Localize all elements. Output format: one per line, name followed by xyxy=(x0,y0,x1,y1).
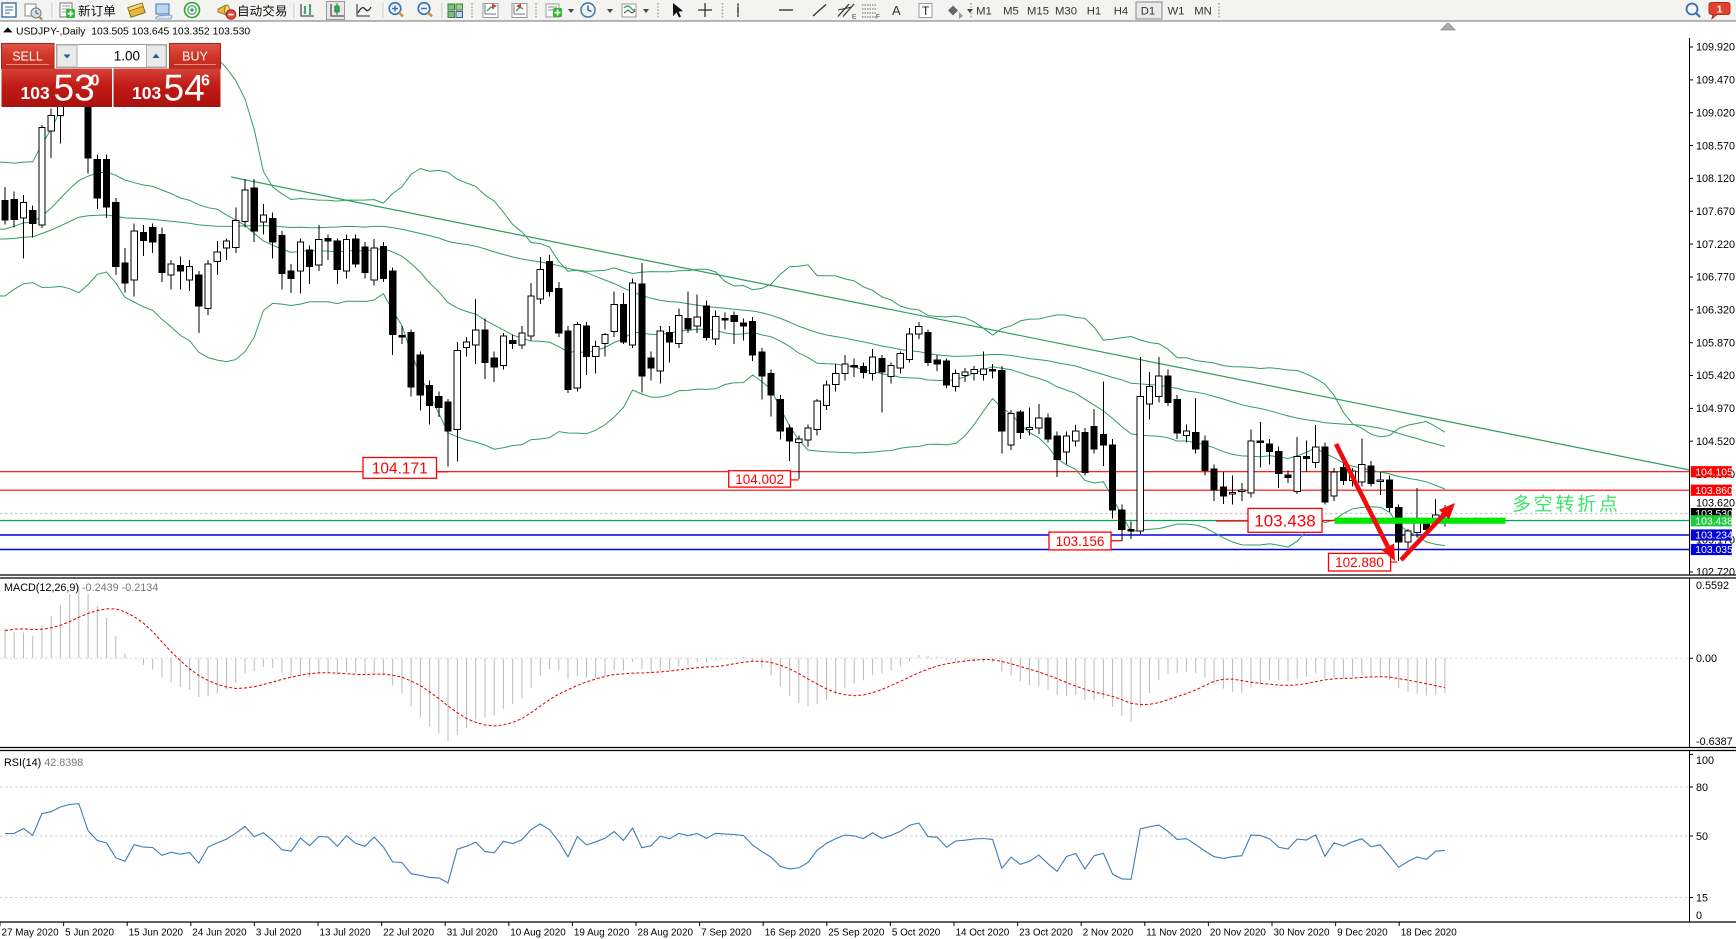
svg-text:5 Jun 2020: 5 Jun 2020 xyxy=(65,927,114,938)
svg-text:103.035: 103.035 xyxy=(1695,545,1733,556)
svg-text:0.00: 0.00 xyxy=(1696,653,1717,665)
svg-text:50: 50 xyxy=(1696,831,1708,843)
svg-text:3 Jul 2020: 3 Jul 2020 xyxy=(256,927,302,938)
svg-text:W1: W1 xyxy=(1168,6,1185,18)
svg-text:1: 1 xyxy=(1717,4,1723,16)
svg-text:105.870: 105.870 xyxy=(1696,337,1735,349)
svg-text:14 Oct 2020: 14 Oct 2020 xyxy=(956,927,1010,938)
svg-text:1.00: 1.00 xyxy=(114,49,140,64)
svg-text:104.002: 104.002 xyxy=(735,472,784,487)
svg-text:100: 100 xyxy=(1696,755,1714,767)
svg-text:6: 6 xyxy=(201,73,210,90)
svg-text:103.860: 103.860 xyxy=(1695,486,1733,497)
svg-text:23 Oct 2020: 23 Oct 2020 xyxy=(1019,927,1073,938)
svg-text:18 Dec 2020: 18 Dec 2020 xyxy=(1401,927,1458,938)
svg-text:SELL: SELL xyxy=(12,50,43,64)
svg-text:M5: M5 xyxy=(1003,6,1019,18)
svg-text:103.438: 103.438 xyxy=(1254,511,1315,530)
svg-text:0: 0 xyxy=(91,73,100,90)
svg-text:103.438: 103.438 xyxy=(1695,516,1733,527)
svg-text:16 Sep 2020: 16 Sep 2020 xyxy=(765,927,822,938)
svg-text:30 Nov 2020: 30 Nov 2020 xyxy=(1274,927,1331,938)
svg-text:22 Jul 2020: 22 Jul 2020 xyxy=(383,927,435,938)
svg-text:108.120: 108.120 xyxy=(1696,173,1735,185)
svg-text:103.530: 103.530 xyxy=(1695,509,1733,520)
svg-text:H4: H4 xyxy=(1114,6,1128,18)
svg-text:104.970: 104.970 xyxy=(1696,403,1735,415)
svg-text:MN: MN xyxy=(1194,6,1212,18)
svg-text:109.920: 109.920 xyxy=(1696,42,1735,54)
svg-text:13 Jul 2020: 13 Jul 2020 xyxy=(320,927,372,938)
svg-text:107.670: 107.670 xyxy=(1696,206,1735,218)
svg-text:D1: D1 xyxy=(1141,6,1155,18)
svg-text:104.105: 104.105 xyxy=(1695,467,1733,478)
svg-text:9 Dec 2020: 9 Dec 2020 xyxy=(1337,927,1388,938)
svg-text:5 Oct 2020: 5 Oct 2020 xyxy=(892,927,941,938)
svg-text:108.570: 108.570 xyxy=(1696,140,1735,152)
svg-text:104.171: 104.171 xyxy=(372,460,428,477)
svg-text:7 Sep 2020: 7 Sep 2020 xyxy=(701,927,752,938)
svg-text:MACD(12,26,9) -0.2439 -0.2134: MACD(12,26,9) -0.2439 -0.2134 xyxy=(4,582,158,594)
svg-text:10 Aug 2020: 10 Aug 2020 xyxy=(510,927,566,938)
svg-text:53: 53 xyxy=(54,68,95,109)
svg-text:103.620: 103.620 xyxy=(1696,497,1735,509)
svg-text:T: T xyxy=(922,4,930,18)
svg-text:27 May 2020: 27 May 2020 xyxy=(2,927,60,938)
svg-text:USDJPY-,Daily 103.505 103.645: USDJPY-,Daily 103.505 103.645 103.352 10… xyxy=(16,27,250,38)
svg-text:107.220: 107.220 xyxy=(1696,239,1735,251)
svg-text:E: E xyxy=(852,14,857,21)
svg-text:15: 15 xyxy=(1696,892,1708,904)
svg-text:RSI(14) 42.8398: RSI(14) 42.8398 xyxy=(4,757,83,769)
svg-text:BUY: BUY xyxy=(182,50,208,64)
svg-text:11 Nov 2020: 11 Nov 2020 xyxy=(1146,927,1202,938)
svg-text:109.020: 109.020 xyxy=(1696,107,1735,119)
svg-text:80: 80 xyxy=(1696,782,1708,794)
svg-text:28 Aug 2020: 28 Aug 2020 xyxy=(638,927,694,938)
svg-text:20 Nov 2020: 20 Nov 2020 xyxy=(1210,927,1267,938)
svg-text:102.880: 102.880 xyxy=(1335,555,1384,570)
svg-text:31 Jul 2020: 31 Jul 2020 xyxy=(447,927,499,938)
svg-text:19 Aug 2020: 19 Aug 2020 xyxy=(574,927,630,938)
svg-text:A: A xyxy=(892,3,901,18)
svg-text:109.470: 109.470 xyxy=(1696,75,1735,87)
svg-text:103: 103 xyxy=(21,83,50,103)
svg-text:0.5592: 0.5592 xyxy=(1696,580,1729,592)
svg-text:25 Sep 2020: 25 Sep 2020 xyxy=(828,927,885,938)
svg-text:24 Jun 2020: 24 Jun 2020 xyxy=(192,927,247,938)
svg-text:M15: M15 xyxy=(1027,6,1049,18)
svg-text:104.520: 104.520 xyxy=(1696,436,1735,448)
svg-text:2 Nov 2020: 2 Nov 2020 xyxy=(1083,927,1134,938)
svg-text:-0.6387: -0.6387 xyxy=(1696,736,1733,748)
svg-text:M30: M30 xyxy=(1055,6,1077,18)
svg-text:0: 0 xyxy=(1696,910,1702,922)
svg-text:M1: M1 xyxy=(976,6,992,18)
svg-text:103.234: 103.234 xyxy=(1695,531,1733,542)
svg-text:106.770: 106.770 xyxy=(1696,272,1735,284)
svg-text:H1: H1 xyxy=(1087,6,1101,18)
svg-text:F: F xyxy=(876,14,880,21)
svg-text:106.320: 106.320 xyxy=(1696,305,1735,317)
svg-text:15 Jun 2020: 15 Jun 2020 xyxy=(129,927,184,938)
svg-text:105.420: 105.420 xyxy=(1696,370,1735,382)
svg-text:103: 103 xyxy=(132,83,161,103)
svg-text:103.156: 103.156 xyxy=(1056,534,1105,549)
svg-text:54: 54 xyxy=(164,68,205,109)
